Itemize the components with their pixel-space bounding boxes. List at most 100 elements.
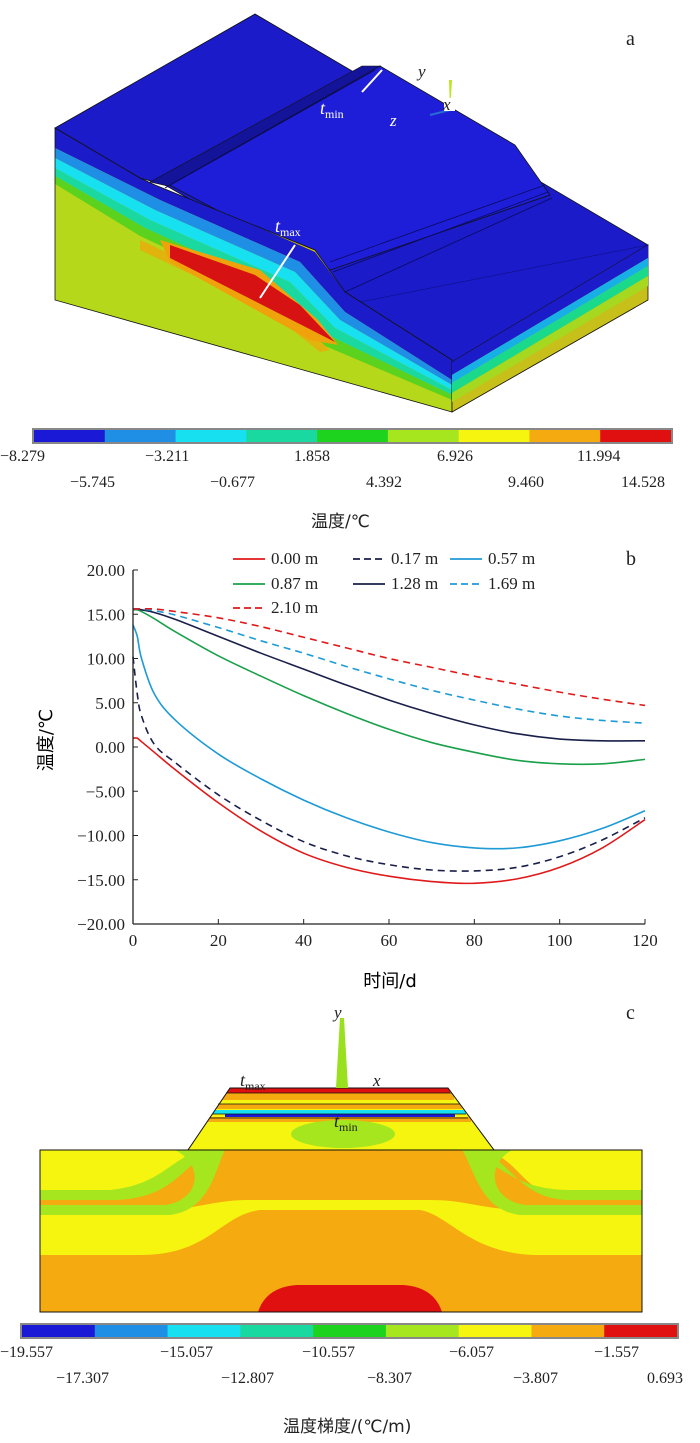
tmax-label: tmax [275, 216, 301, 239]
colorbar-a-tick: −0.677 [210, 474, 256, 491]
temperature-line-chart: 20.00 15.00 10.00 5.00 0.00 −5.00 −10.00 −15.00… [36, 549, 658, 992]
legend-label: 0.17 m [391, 549, 438, 568]
embankment-outline [187, 1087, 495, 1151]
chart-x-tick-label: 80 [466, 931, 483, 950]
panel-a-letter: a [626, 28, 635, 50]
colorbar-a-tick: −3.211 [145, 448, 190, 465]
panel-c: c [0, 1000, 700, 1443]
model-right-face-lime [452, 276, 648, 402]
model-right-face-cyan [452, 258, 648, 383]
colorbar-a-swatch [246, 430, 318, 442]
embankment-section [188, 1088, 494, 1150]
chart-y-tick-label: −20.00 [77, 915, 125, 934]
colorbar-c-swatch [458, 1325, 532, 1337]
colorbar-a-swatch [387, 430, 460, 442]
colorbar-a-title: 温度/℃ [311, 512, 370, 532]
colorbar-a-frame [32, 428, 673, 444]
section-tmax-label: tmax [240, 1070, 266, 1093]
model-3d-view: y x z tmin tmax [54, 13, 649, 413]
colorbar-c-swatch [167, 1325, 241, 1337]
tmin-label: tmin [320, 98, 344, 121]
axis-triad-icon [429, 80, 455, 116]
colorbar-c-tick: −15.057 [160, 1344, 214, 1361]
chart-x-tick-label: 120 [632, 931, 658, 950]
colorbar-a-tick: −8.279 [0, 448, 46, 465]
chart-y-tick-label: −10.00 [77, 827, 125, 846]
chart-x-axis-label: 时间/d [363, 971, 417, 992]
axis-label-y: y [416, 62, 426, 81]
tmin-marker-line [361, 69, 383, 93]
chart-y-tick-label: −15.00 [77, 871, 125, 890]
colorbar-c-tick: −17.307 [56, 1370, 110, 1387]
colorbar-c-swatch [604, 1325, 678, 1337]
colorbar-a-tick: 1.858 [294, 448, 330, 465]
colorbar-c [20, 1323, 679, 1339]
colorbar-c-swatch [531, 1325, 605, 1337]
panel-a: a [0, 0, 700, 532]
ground-section [40, 1150, 642, 1312]
colorbar-a-swatch [34, 430, 106, 442]
colorbar-c-tick: −8.307 [367, 1370, 413, 1387]
cross-section-view: y x tmax tmin [39, 1003, 643, 1313]
chart-x-tick-label: 40 [295, 931, 312, 950]
colorbar-c-swatch [22, 1325, 96, 1337]
series-line-017 [132, 656, 646, 872]
series-line-169 [132, 608, 646, 724]
colorbar-a-tick: 14.528 [621, 474, 665, 491]
colorbar-a-tick: 4.392 [366, 474, 402, 491]
legend-label: 2.10 m [271, 598, 318, 617]
chart-y-axis-label: 温度/℃ [36, 709, 57, 771]
panel-b-letter: b [626, 548, 636, 570]
colorbar-c-tick: −19.557 [0, 1344, 54, 1361]
colorbar-c-tick: 0.693 [647, 1370, 683, 1387]
colorbar-c-tick: −1.557 [594, 1344, 640, 1361]
colorbar-a-swatch [458, 430, 530, 442]
colorbar-c-frame [20, 1323, 679, 1339]
colorbar-a-swatch [175, 430, 247, 442]
colorbar-c-tick: −6.057 [449, 1344, 495, 1361]
model-edge-4 [344, 197, 553, 293]
colorbar-c-swatch [240, 1325, 314, 1337]
axis-spike-icon [336, 1018, 348, 1088]
legend-label: 0.57 m [488, 549, 535, 568]
model-edge-5 [359, 244, 649, 303]
section-axis-y: y [332, 1003, 342, 1022]
chart-y-tick-label: 0.00 [95, 738, 125, 757]
colorbar-c-title: 温度梯度/(℃/m) [283, 1417, 412, 1437]
model-front-outline [54, 127, 453, 413]
legend-label: 1.69 m [488, 574, 535, 593]
axis-label-x: x [442, 95, 451, 114]
colorbar-a [32, 428, 673, 444]
chart-y-tick-label: 5.00 [95, 694, 125, 713]
colorbar-c-swatch [94, 1325, 169, 1337]
legend-label: 0.00 m [271, 549, 318, 568]
legend-label: 1.28 m [391, 574, 438, 593]
colorbar-a-swatch [104, 430, 177, 442]
series-line-057 [132, 624, 646, 850]
series-line-087 [132, 608, 646, 766]
series-line-128 [132, 608, 646, 742]
chart-y-tick-label: 10.00 [87, 650, 125, 669]
model-edge-1 [164, 69, 376, 189]
chart-y-tick-label: −5.00 [86, 782, 125, 801]
colorbar-a-tick: 6.926 [437, 448, 473, 465]
chart-x-tick-label: 60 [381, 931, 398, 950]
panel-b: b 20.00 15.00 10.00 5.00 0.00 −5.00 −10.00 −15.… [0, 540, 700, 1000]
colorbar-a-tick: 9.460 [508, 474, 544, 491]
section-tmin-label: tmin [334, 1111, 358, 1134]
colorbar-a-tick: −5.745 [70, 474, 116, 491]
section-axis-x: x [372, 1071, 381, 1090]
colorbar-c-tick: −12.807 [221, 1370, 275, 1387]
tmax-marker-line [259, 244, 296, 299]
model-slope-left [149, 65, 382, 187]
series-line-210 [132, 607, 646, 707]
model-edge-2 [329, 184, 546, 263]
chart-x-tick-label: 100 [547, 931, 573, 950]
colorbar-c-swatch [313, 1325, 387, 1337]
colorbar-a-swatch [317, 430, 389, 442]
colorbar-a-swatch [600, 430, 672, 442]
axis-label-z: z [389, 111, 397, 130]
series-line-000 [132, 737, 646, 885]
chart-y-tick-label: 15.00 [87, 605, 125, 624]
chart-x-tick-label: 20 [210, 931, 227, 950]
